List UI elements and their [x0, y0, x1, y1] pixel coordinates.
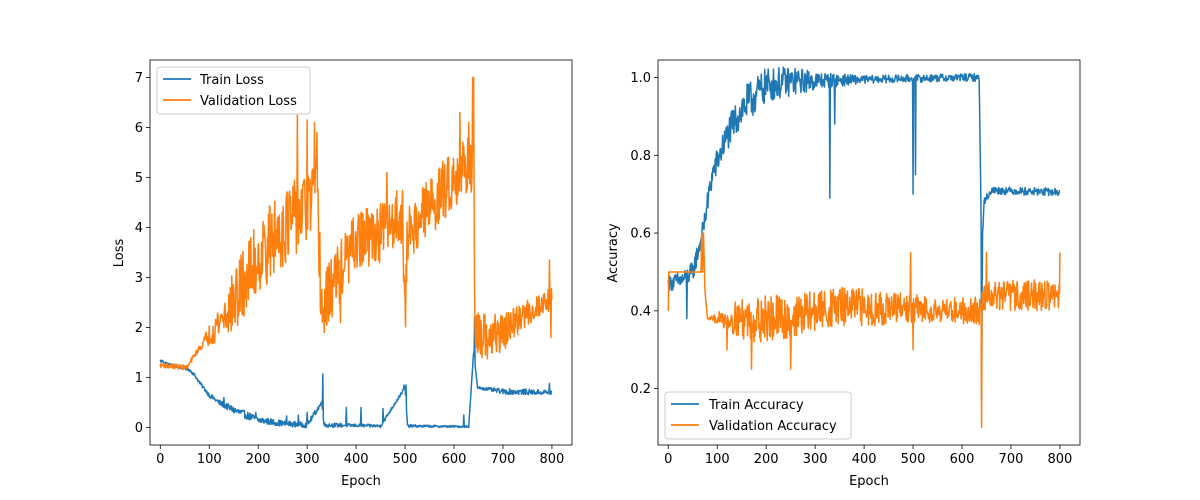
loss-x-tick-label: 300 — [295, 452, 320, 467]
loss-x-tick-label: 100 — [197, 452, 222, 467]
loss-y-tick-label: 4 — [135, 221, 143, 236]
accuracy-y-tick-label: 0.2 — [630, 382, 651, 397]
loss-legend: Train Loss Validation Loss — [156, 66, 311, 115]
loss-y-axis-label: Loss — [112, 239, 127, 268]
accuracy-lines — [667, 66, 1061, 429]
accuracy-legend-label-train: Train Accuracy — [708, 398, 804, 413]
loss-x-ticks: 0 100 200 300 400 500 600 700 800 — [156, 445, 564, 467]
accuracy-x-tick-label: 500 — [901, 452, 926, 467]
loss-x-tick-label: 400 — [344, 452, 369, 467]
loss-x-tick-label: 500 — [393, 452, 418, 467]
accuracy-legend: Train Accuracy Validation Accuracy — [664, 391, 852, 440]
accuracy-series-train-accuracy — [667, 66, 1061, 402]
loss-legend-label-train: Train Loss — [199, 73, 264, 88]
loss-x-tick-label: 700 — [491, 452, 516, 467]
loss-lines — [159, 76, 553, 429]
accuracy-chart: 0 100 200 300 400 500 600 700 800 0.2 0.4 0.6 0.8 1.… — [606, 59, 1081, 489]
loss-legend-box — [156, 66, 311, 115]
loss-y-tick-label: 3 — [135, 271, 143, 286]
loss-x-tick-label: 0 — [156, 452, 164, 467]
loss-series-train-loss — [159, 316, 553, 429]
loss-axes-frame — [149, 59, 573, 446]
accuracy-y-tick-label: 0.6 — [630, 227, 651, 242]
loss-y-ticks: 0 1 2 3 4 5 6 7 — [135, 71, 150, 436]
loss-legend-label-validation: Validation Loss — [200, 94, 297, 109]
loss-y-tick-label: 1 — [135, 371, 143, 386]
accuracy-axes-frame — [657, 59, 1081, 446]
accuracy-x-tick-label: 0 — [664, 452, 672, 467]
loss-x-tick-label: 600 — [442, 452, 467, 467]
loss-x-axis-label: Epoch — [341, 474, 381, 489]
loss-chart: 0 100 200 300 400 500 600 700 800 0 1 2 3 4 5 6 7 Epoch… — [112, 59, 573, 489]
accuracy-x-tick-label: 100 — [705, 452, 730, 467]
accuracy-y-tick-label: 0.4 — [630, 304, 651, 319]
accuracy-y-ticks: 0.2 0.4 0.6 0.8 1.0 — [630, 71, 658, 397]
accuracy-x-tick-label: 600 — [950, 452, 975, 467]
accuracy-x-tick-label: 300 — [803, 452, 828, 467]
loss-series-validation-loss — [159, 76, 553, 371]
accuracy-x-tick-label: 800 — [1048, 452, 1073, 467]
accuracy-x-ticks: 0 100 200 300 400 500 600 700 800 — [664, 445, 1072, 467]
loss-y-tick-label: 2 — [135, 321, 143, 336]
accuracy-x-axis-label: Epoch — [849, 474, 889, 489]
accuracy-legend-label-validation: Validation Accuracy — [709, 419, 837, 434]
loss-x-tick-label: 800 — [540, 452, 565, 467]
accuracy-y-tick-label: 1.0 — [630, 71, 651, 86]
accuracy-x-tick-label: 400 — [852, 452, 877, 467]
loss-y-tick-label: 7 — [135, 71, 143, 86]
accuracy-y-axis-label: Accuracy — [606, 223, 621, 283]
loss-y-tick-label: 5 — [135, 171, 143, 186]
accuracy-x-tick-label: 200 — [754, 452, 779, 467]
loss-y-tick-label: 6 — [135, 121, 143, 136]
loss-x-tick-label: 200 — [246, 452, 271, 467]
loss-y-tick-label: 0 — [135, 421, 143, 436]
accuracy-series-validation-accuracy — [667, 232, 1061, 429]
accuracy-y-tick-label: 0.8 — [630, 149, 651, 164]
accuracy-x-tick-label: 700 — [999, 452, 1024, 467]
accuracy-legend-box — [664, 391, 852, 440]
